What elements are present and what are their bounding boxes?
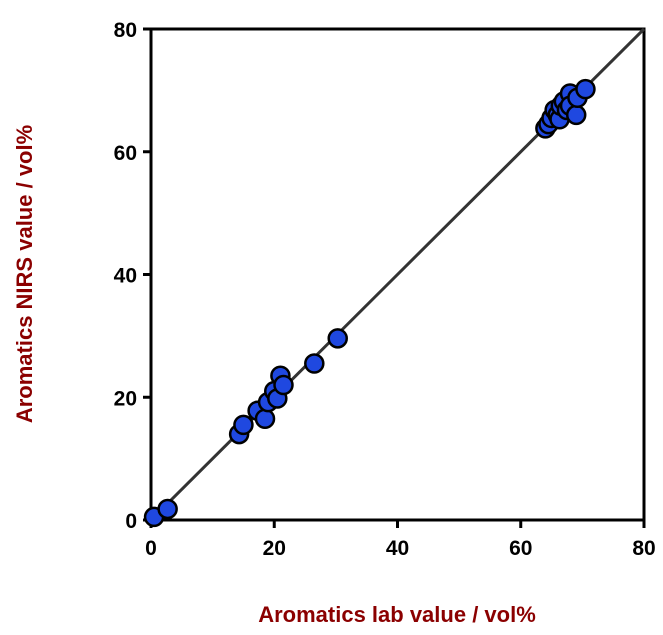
x-axis-title: Aromatics lab value / vol% (258, 602, 536, 627)
data-point (565, 104, 587, 126)
data-point (157, 498, 178, 520)
data-point (254, 408, 276, 429)
x-tick-label: 20 (263, 537, 286, 560)
x-tick-label: 40 (386, 537, 409, 560)
x-tick-label: 80 (632, 537, 655, 560)
data-points (143, 78, 596, 528)
y-tick-label: 0 (125, 510, 137, 533)
x-tick-label: 0 (145, 537, 157, 560)
y-tick-label: 20 (114, 387, 137, 410)
data-point (273, 374, 294, 396)
data-point (575, 78, 596, 100)
y-tick-label: 80 (114, 19, 137, 42)
tick-labels: 0 20 40 60 80 0 20 40 60 80 (114, 19, 656, 560)
data-point (327, 328, 348, 349)
y-axis-title: Aromatics NIRS value / vol% (12, 125, 37, 423)
y-tick-label: 40 (114, 265, 137, 288)
data-point (233, 414, 254, 436)
x-tick-label: 60 (509, 537, 532, 560)
data-point (304, 353, 325, 374)
y-tick-label: 60 (114, 142, 137, 165)
